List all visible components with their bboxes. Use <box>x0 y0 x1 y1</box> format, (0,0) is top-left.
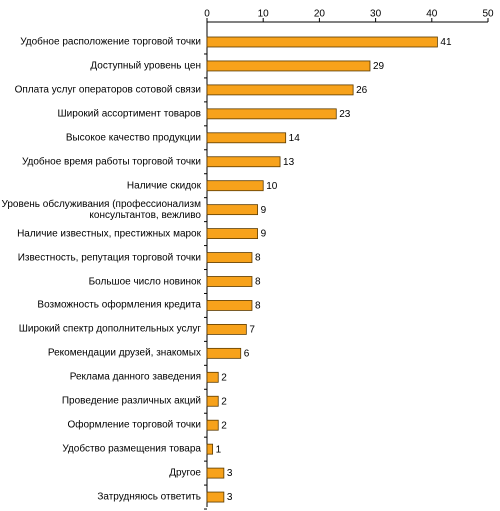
category-label: Оплата услуг операторов сотовой связи <box>14 84 201 96</box>
value-label: 26 <box>356 85 368 96</box>
x-tick-label: 20 <box>314 9 326 20</box>
bar <box>206 108 337 120</box>
value-label: 6 <box>244 348 250 359</box>
category-label: Уровень обслуживания (профессионализм ко… <box>1 198 201 221</box>
value-label: 14 <box>289 133 301 144</box>
category-label: Рекомендации друзей, знакомых <box>47 347 201 359</box>
bar <box>206 132 287 144</box>
category-label: Реклама данного заведения <box>69 371 201 383</box>
category-label: Высокое качество продукции <box>65 132 201 144</box>
value-label: 3 <box>227 492 233 503</box>
category-label: Доступный уровень цен <box>90 60 201 72</box>
category-label: Широкий ассортимент товаров <box>57 108 202 120</box>
bar <box>206 371 219 383</box>
category-label: Наличие скидок <box>126 180 201 192</box>
category-label: Возможность оформления кредита <box>37 299 201 311</box>
bar <box>206 323 247 335</box>
category-label: Удобное расположение торговой точки <box>20 36 201 48</box>
bar <box>206 276 253 287</box>
value-label: 13 <box>283 157 295 168</box>
bar <box>206 443 214 455</box>
x-tick-label: 10 <box>258 9 270 20</box>
bar <box>206 36 438 48</box>
value-label: 8 <box>255 277 261 288</box>
bar <box>206 300 253 311</box>
value-label: 3 <box>227 468 233 479</box>
category-label: Оформление торговой точки <box>67 419 201 431</box>
x-tick-label: 50 <box>482 9 494 20</box>
category-label: Широкий спектр дополнительных услуг <box>18 323 201 335</box>
value-label: 9 <box>261 229 267 240</box>
bar <box>206 180 264 192</box>
value-label: 2 <box>221 396 227 407</box>
value-label: 2 <box>221 420 227 431</box>
x-tick-label: 30 <box>370 9 382 20</box>
x-tick-label: 0 <box>204 9 210 20</box>
category-label: Проведение различных акций <box>61 395 201 407</box>
category-label: Другое <box>169 467 201 479</box>
value-label: 7 <box>249 325 255 336</box>
category-label: Известность, репутация торговой точки <box>17 252 201 264</box>
value-label: 29 <box>373 61 385 72</box>
bar <box>206 252 253 263</box>
x-tick-label: 40 <box>426 9 438 20</box>
bar <box>206 228 258 240</box>
value-label: 8 <box>255 253 261 264</box>
category-label: Наличие известных, престижных марок <box>17 228 201 240</box>
category-label: Удобное время работы торговой точки <box>21 156 201 168</box>
value-label: 8 <box>255 301 261 312</box>
bar <box>206 156 281 168</box>
value-label: 10 <box>266 181 278 192</box>
value-label: 2 <box>221 372 227 383</box>
bar <box>206 467 225 479</box>
value-label: 1 <box>216 444 222 455</box>
bar <box>206 347 242 359</box>
bar <box>206 204 258 216</box>
value-label: 41 <box>440 37 452 48</box>
bar <box>206 395 219 407</box>
value-label: 23 <box>339 109 351 120</box>
bar <box>206 491 225 503</box>
category-label: Большое число новинок <box>88 276 201 287</box>
value-label: 9 <box>261 205 267 216</box>
bar <box>206 60 371 72</box>
bar <box>206 84 354 96</box>
category-label: Удобство размещения товара <box>62 443 201 455</box>
category-label: Затрудняюсь ответить <box>97 491 201 503</box>
bar <box>206 419 219 431</box>
